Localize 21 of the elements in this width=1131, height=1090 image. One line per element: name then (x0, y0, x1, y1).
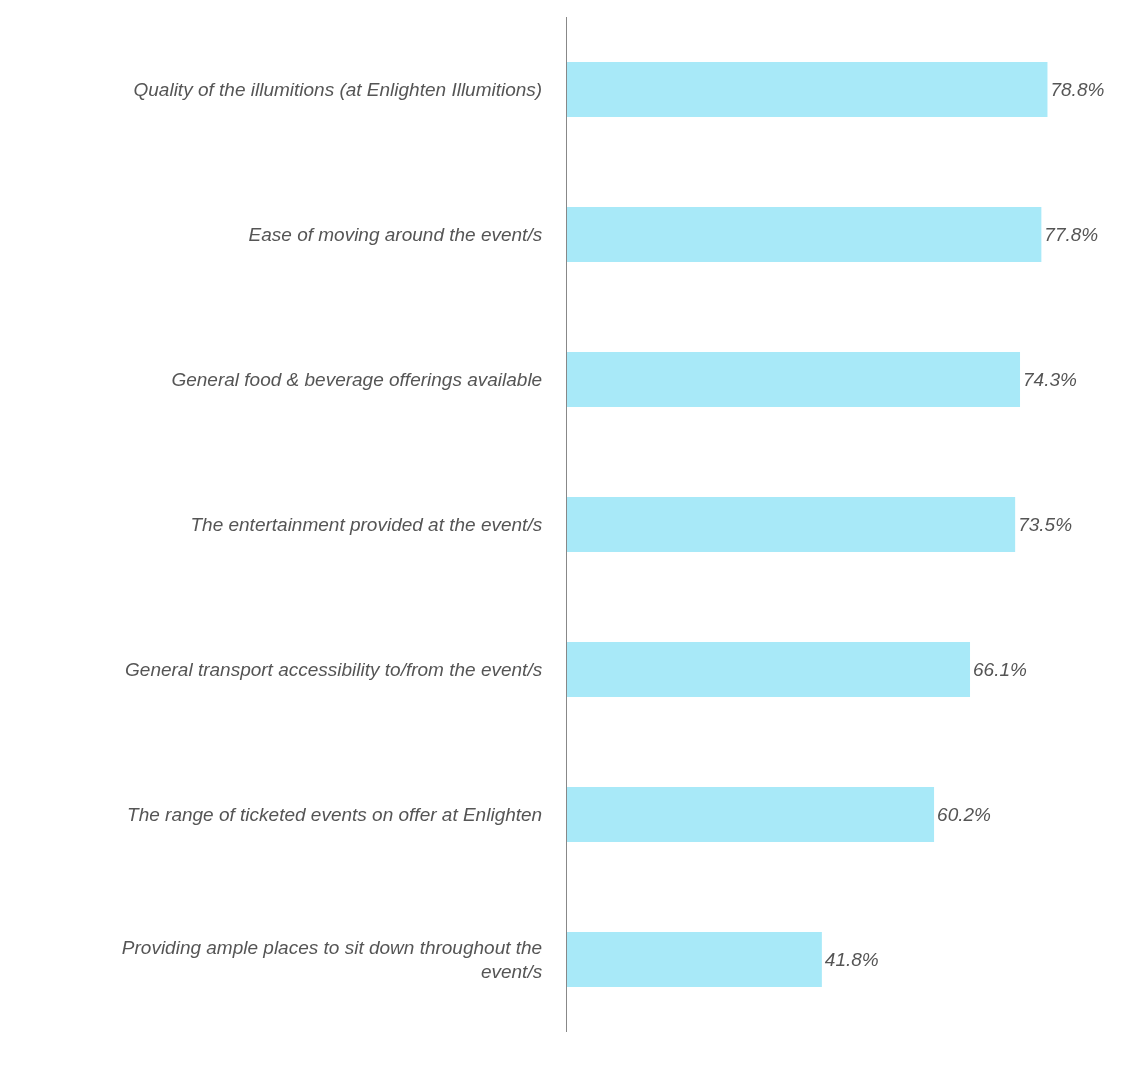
y-tick-label: The entertainment provided at the event/s (190, 514, 543, 536)
data-label: 77.8% (1044, 224, 1099, 245)
bar (567, 206, 1042, 263)
y-tick-label: Quality of the illumitions (at Enlighten Illumitions) (133, 79, 543, 101)
y-tick-label: Ease of moving around the event/s (248, 224, 543, 246)
data-label: 66.1% (973, 659, 1028, 680)
data-label: 74.3% (1023, 369, 1078, 390)
data-label: 60.2% (937, 804, 992, 825)
bar (567, 931, 822, 988)
bar (567, 351, 1021, 408)
bar (567, 641, 971, 698)
y-tick-label: General food & beverage offerings available (171, 369, 543, 391)
data-label: 73.5% (1018, 514, 1073, 535)
bar (567, 61, 1048, 118)
y-tick-label: General transport accessibility to/from the event/s (125, 659, 543, 681)
bar (567, 786, 935, 843)
bar (567, 496, 1016, 553)
data-label: 41.8% (824, 949, 879, 970)
y-tick-label: The range of ticketed events on offer at Enlighten (127, 804, 543, 826)
y-tick-label: Providing ample places to sit down throughout the event/s (121, 936, 543, 983)
data-label: 78.8% (1050, 79, 1105, 100)
